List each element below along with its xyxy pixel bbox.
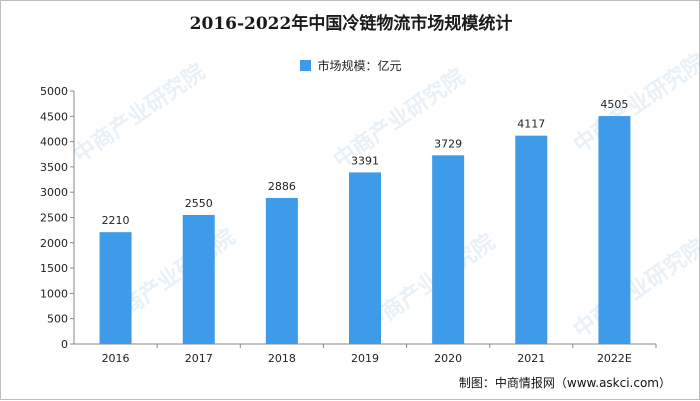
data-label: 2550 <box>185 197 213 210</box>
x-tick-label: 2021 <box>517 352 545 365</box>
bars <box>99 116 631 344</box>
y-tick-label: 4000 <box>40 136 68 149</box>
data-label: 4117 <box>517 118 545 131</box>
y-tick-label: 5000 <box>40 85 68 98</box>
legend-label: 市场规模：亿元 <box>317 59 402 73</box>
y-tick-label: 0 <box>61 338 68 351</box>
y-tick-label: 1000 <box>40 287 68 300</box>
chart-title: 2016-2022年中国冷链物流市场规模统计 <box>189 14 513 34</box>
bar <box>515 135 548 344</box>
x-tick-label: 2016 <box>102 352 130 365</box>
data-label: 4505 <box>600 98 628 111</box>
bar <box>349 172 381 344</box>
bar <box>432 155 465 344</box>
x-tick-label: 2017 <box>185 352 213 365</box>
data-label: 2210 <box>102 214 130 227</box>
y-tick-label: 2500 <box>40 212 68 225</box>
y-tick-label: 1500 <box>40 262 68 275</box>
bar <box>99 232 132 344</box>
y-tick-label: 2000 <box>40 237 68 250</box>
source-credit: 制图：中商情报网（www.askci.com） <box>458 376 671 390</box>
y-tick-label: 3000 <box>40 186 68 199</box>
bar <box>182 214 215 344</box>
legend: 市场规模：亿元 <box>1 57 700 74</box>
labels: 2210 2016 2550 2017 2886 2018 3391 2019 3729 2020… <box>102 98 632 365</box>
y-tick-label: 500 <box>47 313 68 326</box>
legend-swatch <box>300 60 312 71</box>
data-label: 3391 <box>351 154 379 167</box>
axes: 0 500 1000 1500 2000 2500 3000 3500 4000 4500 5000 <box>40 85 657 351</box>
y-tick-label: 4500 <box>40 110 68 123</box>
x-tick-label: 2022E <box>597 352 632 365</box>
y-tick-label: 3500 <box>40 161 68 174</box>
data-label: 2886 <box>268 180 296 193</box>
x-tick-label: 2018 <box>268 352 296 365</box>
x-tick-label: 2020 <box>434 352 462 365</box>
bar <box>265 197 298 344</box>
x-tick-label: 2019 <box>351 352 379 365</box>
bar <box>598 116 631 344</box>
data-label: 3729 <box>434 137 462 150</box>
